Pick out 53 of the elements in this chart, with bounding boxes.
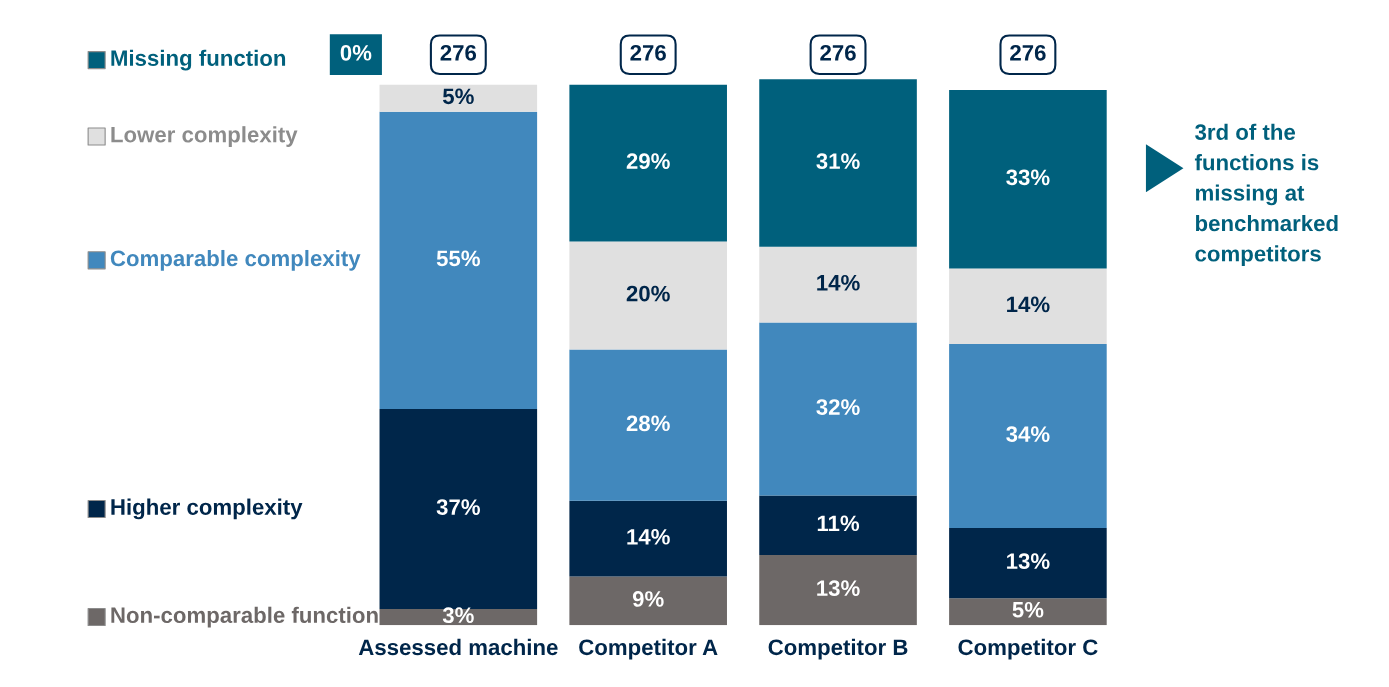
bar — [569, 241, 727, 350]
data-label: 29% — [626, 153, 670, 169]
data-label: 13% — [817, 580, 860, 597]
data-label: 14% — [1007, 296, 1050, 313]
data-label: 28% — [626, 415, 670, 432]
data-label: 3% — [442, 607, 474, 624]
bar — [949, 268, 1107, 345]
bar — [949, 598, 1107, 626]
data-label: 33% — [1006, 169, 1050, 186]
bar — [569, 500, 727, 577]
bar — [759, 495, 917, 555]
x-tick-label: Assessed machine — [358, 638, 558, 656]
data-label: 5% — [1012, 601, 1044, 618]
bar — [569, 576, 727, 626]
text: 276 — [820, 44, 856, 61]
bar — [569, 84, 727, 242]
data-label: 5% — [442, 88, 474, 105]
bar — [949, 527, 1107, 599]
bar — [759, 246, 917, 323]
legend-label: Non-comparable function — [111, 606, 378, 628]
data-label: 37% — [436, 499, 480, 515]
data-label: 20% — [626, 285, 670, 302]
data-label: 32% — [816, 399, 860, 415]
text: 0% — [340, 44, 372, 61]
legend-label: Missing function — [111, 49, 286, 71]
data-label: 13% — [1007, 553, 1050, 570]
x-tick-label: Competitor A — [579, 638, 718, 660]
bar — [379, 608, 538, 626]
bar — [949, 344, 1107, 528]
series-label: Comparable complexity — [110, 249, 361, 271]
x-tick-label: Competitor C — [958, 638, 1098, 660]
text: 276 — [1010, 44, 1046, 61]
bar — [379, 408, 538, 609]
bar — [379, 111, 538, 409]
data-label: 9% — [632, 591, 664, 607]
data-label: 14% — [627, 528, 670, 545]
data-label: 11% — [817, 515, 860, 532]
data-label: 31% — [816, 153, 860, 170]
text: 276 — [440, 44, 477, 61]
data-label: 55% — [436, 250, 480, 267]
legend-label: Lower complexity — [111, 126, 298, 147]
text: 3rd of the functions is missing at benchmarked competitors — [1194, 123, 1338, 266]
x-tick-label: Competitor B — [768, 638, 908, 660]
bar — [379, 84, 538, 112]
bar — [759, 79, 917, 247]
bar — [569, 349, 727, 501]
legend-label: Higher complexity — [111, 498, 303, 520]
bar — [949, 90, 1107, 269]
bar — [759, 322, 917, 496]
data-label: 34% — [1006, 426, 1050, 442]
data-label: 14% — [817, 274, 860, 291]
bar — [759, 554, 917, 626]
text: 276 — [630, 44, 666, 61]
